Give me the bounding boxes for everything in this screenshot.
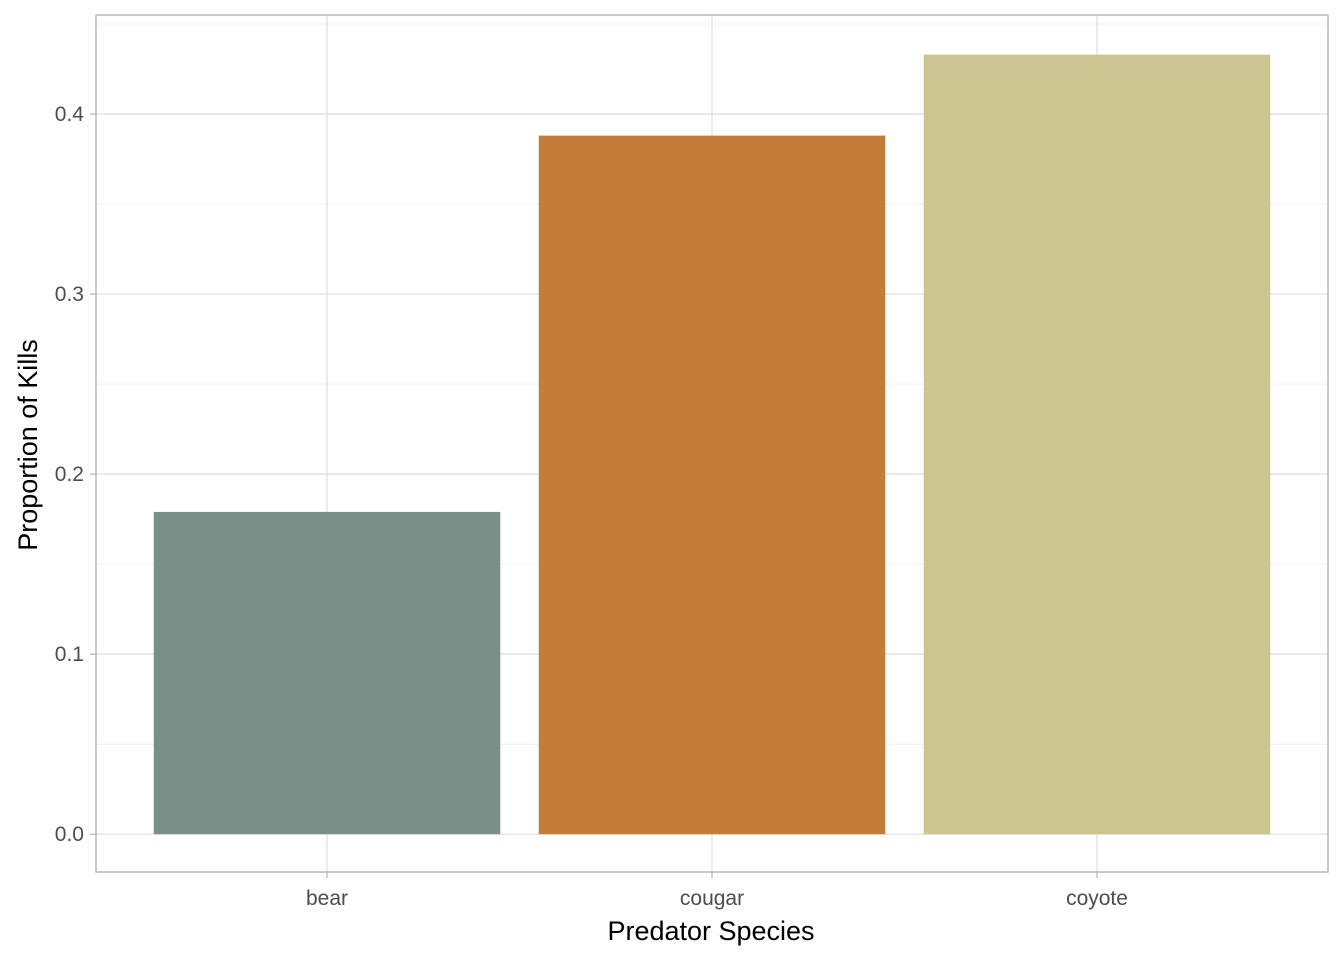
x-tick-label-bear: bear [306,887,348,910]
bar-cougar [538,135,886,835]
x-tick-label-coyote: coyote [1066,887,1128,910]
x-axis: bear cougar coyote [306,872,1128,910]
y-tick-label: 0.1 [55,643,84,666]
y-axis-title: Proportion of Kills [13,339,43,551]
y-tick-label: 0.2 [55,463,84,486]
x-axis-title: Predator Species [607,916,814,946]
y-tick-label: 0.4 [55,103,85,126]
x-tick-label-cougar: cougar [680,887,744,910]
y-tick-label: 0.3 [55,283,84,306]
bar-coyote [923,54,1271,835]
bar-bear [153,511,501,835]
y-tick-label: 0.0 [55,823,84,846]
y-axis: 0.0 0.1 0.2 0.3 0.4 [55,103,96,846]
bars [153,54,1271,835]
